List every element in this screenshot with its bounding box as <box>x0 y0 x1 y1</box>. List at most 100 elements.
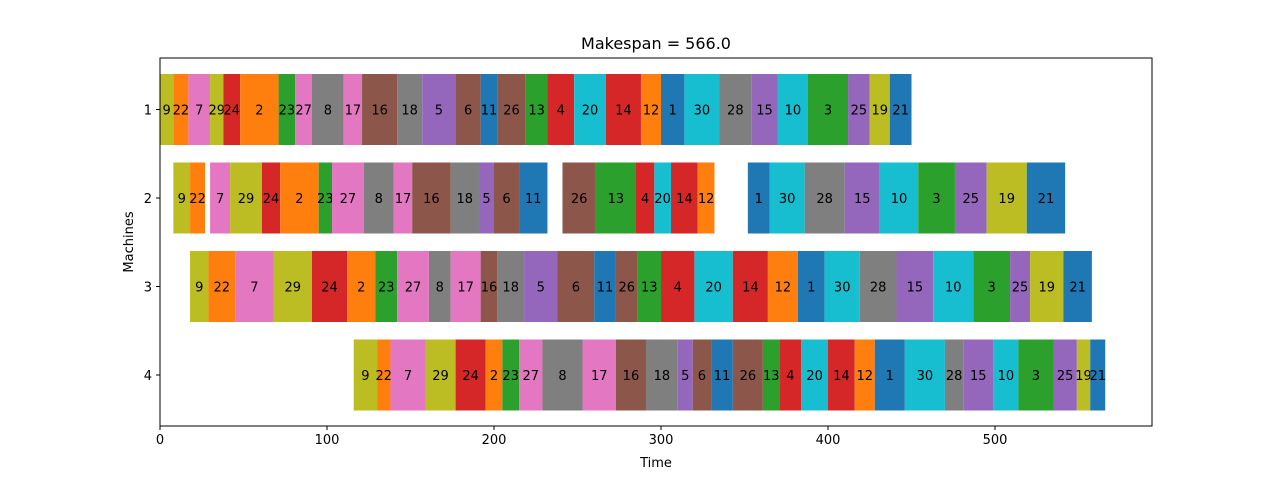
bar-label-machine-4-job-28: 28 <box>946 369 963 384</box>
bar-label-machine-2-job-26: 26 <box>571 192 588 207</box>
bar-machine-4-job-18 <box>645 339 678 411</box>
bar-machine-1-job-2 <box>240 74 279 145</box>
bar-label-machine-1-job-13: 13 <box>528 104 545 119</box>
bar-machine-4-job-11 <box>711 339 733 411</box>
bar-machine-1-job-8 <box>311 74 344 145</box>
bar-label-machine-3-job-19: 19 <box>1039 281 1056 296</box>
bar-machine-2-job-14 <box>671 162 698 234</box>
bar-label-machine-4-job-16: 16 <box>623 369 640 384</box>
bar-machine-1-job-7 <box>188 74 211 145</box>
bar-label-machine-2-job-4: 4 <box>641 192 649 207</box>
bar-label-machine-2-job-23: 23 <box>317 192 334 207</box>
bar-machine-1-job-10 <box>777 74 808 145</box>
bar-label-machine-1-job-25: 25 <box>851 104 868 119</box>
bar-machine-3-job-19 <box>1030 251 1064 322</box>
bar-machine-4-job-7 <box>390 339 426 411</box>
bar-label-machine-1-job-21: 21 <box>892 104 909 119</box>
bar-label-machine-4-job-7: 7 <box>404 369 412 384</box>
bar-label-machine-1-job-4: 4 <box>557 104 565 119</box>
bar-machine-3-job-13 <box>637 251 662 322</box>
bar-machine-3-job-24 <box>311 251 348 322</box>
bar-machine-3-job-8 <box>428 251 451 322</box>
bar-machine-3-job-29 <box>273 251 312 322</box>
bar-label-machine-3-job-7: 7 <box>250 281 258 296</box>
bar-label-machine-3-job-28: 28 <box>870 281 887 296</box>
bar-label-machine-2-job-29: 29 <box>238 192 255 207</box>
bar-machine-4-job-21 <box>1090 339 1106 411</box>
bar-machine-3-job-3 <box>973 251 1011 322</box>
bar-machine-3-job-14 <box>732 251 768 322</box>
bar-label-machine-4-job-6: 6 <box>698 369 706 384</box>
bar-machine-2-job-3 <box>918 162 955 234</box>
bar-machine-3-job-7 <box>235 251 274 322</box>
bar-label-machine-2-job-25: 25 <box>963 192 980 207</box>
bar-machine-3-job-21 <box>1063 251 1092 322</box>
bar-machine-2-job-13 <box>595 162 636 234</box>
bar-machine-4-job-3 <box>1018 339 1054 411</box>
bar-machine-1-job-16 <box>362 74 398 145</box>
bar-label-machine-3-job-5: 5 <box>537 281 545 296</box>
y-tick-label-3: 3 <box>144 281 152 296</box>
bar-label-machine-2-job-16: 16 <box>423 192 440 207</box>
bar-label-machine-4-job-3: 3 <box>1032 369 1040 384</box>
bar-label-machine-1-job-27: 27 <box>295 104 312 119</box>
bar-label-machine-1-job-11: 11 <box>481 104 498 119</box>
bar-machine-3-job-22 <box>208 251 236 322</box>
bar-machine-2-job-12 <box>697 162 715 234</box>
bar-label-machine-3-job-20: 20 <box>705 281 722 296</box>
bar-label-machine-1-job-24: 24 <box>224 104 241 119</box>
bar-machine-4-job-6 <box>692 339 712 411</box>
bar-label-machine-3-job-21: 21 <box>1069 281 1086 296</box>
bar-label-machine-4-job-14: 14 <box>833 369 850 384</box>
bar-machine-1-job-24 <box>223 74 241 145</box>
bar-label-machine-3-job-22: 22 <box>214 281 231 296</box>
bar-machine-3-job-9 <box>190 251 209 322</box>
bar-label-machine-2-job-11: 11 <box>525 192 542 207</box>
bar-machine-4-job-20 <box>801 339 829 411</box>
x-tick-label-300: 300 <box>649 433 674 448</box>
bar-machine-3-job-27 <box>397 251 429 322</box>
bar-label-machine-4-job-21: 21 <box>1089 369 1106 384</box>
bar-machine-2-job-1 <box>747 162 770 234</box>
bar-label-machine-4-job-13: 13 <box>763 369 780 384</box>
bar-label-machine-1-job-10: 10 <box>785 104 802 119</box>
bar-machine-1-job-3 <box>807 74 849 145</box>
bar-label-machine-3-job-30: 30 <box>834 281 851 296</box>
bar-label-machine-1-job-29: 29 <box>209 104 226 119</box>
bar-machine-4-job-1 <box>874 339 905 411</box>
bar-label-machine-4-job-11: 11 <box>714 369 731 384</box>
bar-machine-1-job-23 <box>278 74 296 145</box>
bar-machine-4-job-8 <box>542 339 583 411</box>
bar-label-machine-2-job-21: 21 <box>1038 192 1055 207</box>
x-tick-label-200: 200 <box>482 433 507 448</box>
bar-label-machine-3-job-3: 3 <box>988 281 996 296</box>
bar-machine-4-job-4 <box>779 339 802 411</box>
bar-label-machine-1-job-9: 9 <box>163 104 171 119</box>
bar-machine-4-job-30 <box>904 339 945 411</box>
bar-label-machine-1-job-3: 3 <box>824 104 832 119</box>
bar-machine-3-job-12 <box>767 251 798 322</box>
bar-label-machine-4-job-10: 10 <box>998 369 1015 384</box>
bar-machine-2-job-9 <box>173 162 191 234</box>
bar-label-machine-4-job-19: 19 <box>1075 369 1092 384</box>
bar-label-machine-4-job-30: 30 <box>917 369 934 384</box>
bar-machine-4-job-15 <box>963 339 994 411</box>
bar-machine-1-job-4 <box>547 74 575 145</box>
bar-machine-1-job-20 <box>574 74 606 145</box>
chart-title: Makespan = 566.0 <box>581 34 731 53</box>
bar-label-machine-1-job-28: 28 <box>727 104 744 119</box>
bar-machine-2-job-4 <box>635 162 655 234</box>
bar-machine-1-job-13 <box>525 74 548 145</box>
bar-machine-2-job-2 <box>280 162 319 234</box>
bar-machine-3-job-30 <box>824 251 860 322</box>
bar-machine-2-job-16 <box>412 162 451 234</box>
bar-label-machine-3-job-23: 23 <box>378 281 395 296</box>
bar-label-machine-4-job-29: 29 <box>432 369 449 384</box>
bar-machine-1-job-19 <box>869 74 890 145</box>
bar-label-machine-1-job-16: 16 <box>371 104 388 119</box>
bar-label-machine-3-job-1: 1 <box>807 281 815 296</box>
bar-machine-1-job-28 <box>719 74 752 145</box>
bar-label-machine-2-job-1: 1 <box>755 192 763 207</box>
bar-label-machine-3-job-11: 11 <box>597 281 614 296</box>
bar-machine-4-job-19 <box>1076 339 1091 411</box>
